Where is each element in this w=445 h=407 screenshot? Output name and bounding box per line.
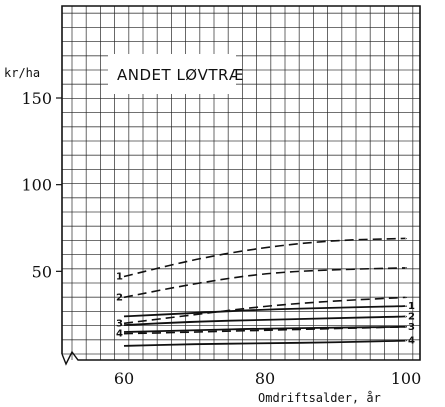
solid-series-line-2 (123, 315, 407, 326)
dashed-series-line-1 (123, 237, 407, 278)
series-label-1: 1 (408, 301, 415, 312)
dashed-series-line-2 (123, 267, 407, 299)
x-tick-label: 80 (255, 369, 275, 388)
x-tick-labels: 60 80 100 (114, 369, 421, 388)
x-tick-label: 100 (391, 369, 422, 388)
y-tick-label: 150 (21, 89, 52, 108)
y-tick-label: 100 (21, 176, 52, 195)
x-axis-label: Omdriftsalder, år (258, 391, 381, 405)
series-label-4: 4 (408, 336, 415, 347)
dashed-series-line-4 (123, 326, 407, 335)
solid-series-line-1 (123, 305, 407, 318)
series-label-2: 2 (116, 292, 123, 303)
dashed-series-line-3 (123, 296, 407, 325)
chart-title-box: ANDET LØVTRÆ (108, 54, 244, 94)
series-label-1: 1 (116, 272, 123, 283)
series-label-2: 2 (408, 311, 415, 322)
plot-frame (61, 5, 421, 361)
x-tick-label: 60 (114, 369, 134, 388)
chart-title: ANDET LØVTRÆ (117, 66, 244, 84)
y-axis-label: kr/ha (4, 66, 40, 80)
series-label-3: 3 (116, 318, 123, 329)
y-tick-label: 50 (32, 262, 52, 281)
solid-series-line-4 (123, 339, 407, 347)
axis-break-mark (61, 350, 88, 366)
series-label-4: 4 (116, 329, 123, 340)
y-tick-labels: 50 100 150 (21, 89, 62, 281)
series-lines (123, 237, 407, 347)
series-label-3: 3 (408, 322, 415, 333)
solid-series-line-3 (123, 325, 407, 333)
